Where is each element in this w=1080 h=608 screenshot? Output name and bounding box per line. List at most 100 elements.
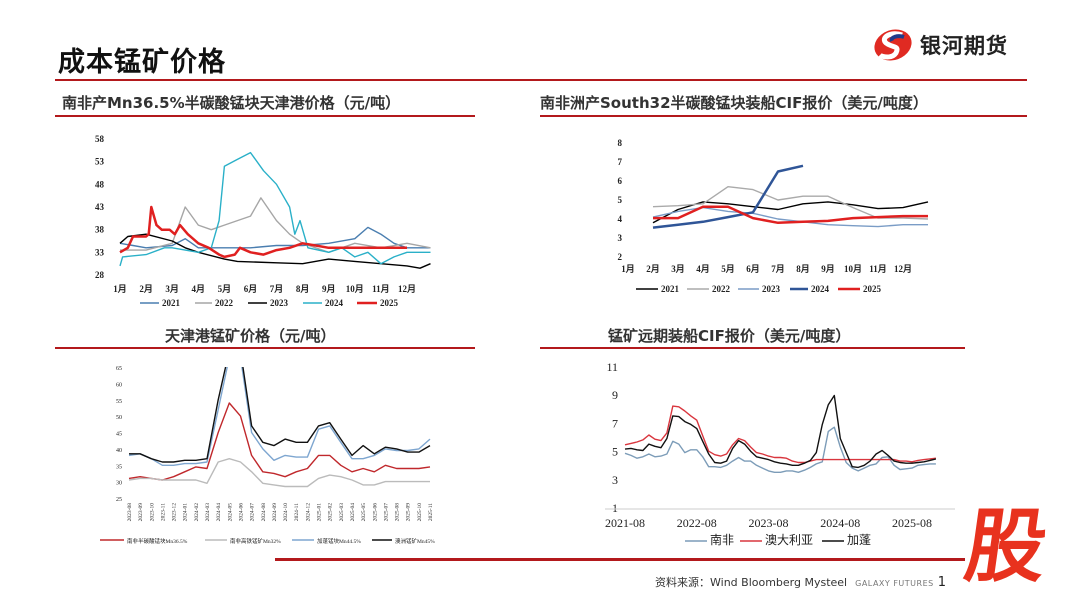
legend-label: 2025 — [863, 284, 882, 294]
chart-4: 1 3 5 7 9 11 2021-08 2022-08 2023-08 2024-08 2025-… — [605, 360, 955, 547]
chart-3: 25 30 35 40 45 50 55 60 65 2023-08 2023-09 2023-10 2… — [100, 366, 435, 545]
y-tick-label: 2 — [618, 252, 623, 262]
x-tick-label: 2024-03 — [205, 503, 211, 522]
legend-label: 加蓬 — [847, 533, 871, 547]
y-tick-label: 28 — [95, 270, 105, 280]
x-tick-label: 2025-08 — [395, 503, 401, 522]
y-tick-label: 55 — [116, 399, 122, 405]
y-tick-label: 7 — [618, 157, 623, 167]
y-tick-label: 3 — [618, 233, 623, 243]
y-tick-label: 65 — [116, 366, 122, 372]
chart3-title: 天津港锰矿价格（元/吨） — [165, 327, 336, 345]
x-tick-label: 2024-09 — [272, 503, 278, 522]
x-tick-label: 2022-08 — [677, 516, 717, 530]
x-tick-label: 11月 — [869, 264, 887, 274]
series-line-2024 — [652, 164, 804, 229]
y-tick-label: 40 — [116, 448, 122, 454]
x-tick-label: 2021-08 — [605, 516, 645, 530]
x-tick-label: 2024-11 — [294, 503, 300, 521]
x-tick-label: 4月 — [192, 284, 206, 294]
x-tick-label: 2023-11 — [160, 503, 166, 521]
y-tick-label: 53 — [95, 157, 105, 167]
x-tick-label: 2025-04 — [350, 503, 356, 522]
x-tick-label: 2024-06 — [238, 503, 244, 522]
x-tick-label: 12月 — [894, 264, 912, 274]
legend-label: 2024 — [325, 298, 344, 308]
x-tick-label: 2025-01 — [317, 503, 323, 522]
chart-2: 2 3 4 5 6 7 8 1月 2月 3月 4月 5月 6月 7月 8月 9月 10月 11月 12月 2021 20… — [618, 138, 929, 294]
legend-label: 2022 — [215, 298, 234, 308]
header-divider — [55, 79, 1027, 81]
x-tick-label: 2023-08 — [749, 516, 789, 530]
x-tick-label: 2024-08 — [261, 503, 267, 522]
x-tick-label: 3月 — [671, 264, 685, 274]
legend-label: 南非半碳酸锰块Mn36.5% — [127, 537, 188, 545]
x-tick-label: 2025-11 — [428, 503, 434, 521]
x-tick-label: 2025-08 — [892, 516, 932, 530]
y-tick-label: 11 — [606, 360, 618, 374]
x-tick-label: 2025-09 — [406, 503, 412, 522]
x-tick-label: 2025-06 — [372, 503, 378, 522]
x-tick-label: 2025-03 — [339, 503, 345, 522]
y-tick-label: 58 — [95, 134, 105, 144]
y-tick-label: 8 — [618, 138, 623, 148]
legend-label: 2022 — [712, 284, 731, 294]
x-tick-label: 2024-02 — [194, 503, 200, 522]
y-tick-label: 6 — [618, 176, 623, 186]
x-tick-label: 8月 — [296, 284, 310, 294]
y-tick-label: 45 — [116, 432, 122, 438]
legend-label: 澳大利亚 — [765, 533, 813, 547]
series-line-2024 — [119, 151, 431, 267]
chart4-title-underline — [540, 347, 965, 349]
series-line-南非高铁锰矿Mn32% — [128, 458, 430, 488]
x-tick-label: 2025-02 — [328, 503, 334, 522]
x-tick-label: 2023-12 — [172, 503, 178, 522]
legend-label: 澳洲锰矿Mn45% — [395, 537, 435, 545]
y-tick-label: 1 — [612, 501, 618, 515]
legend-label: 加蓬锰块Mn44.5% — [317, 537, 361, 545]
y-tick-label: 3 — [612, 473, 618, 487]
chart2-title-underline — [540, 115, 1027, 117]
x-tick-label: 4月 — [696, 264, 710, 274]
legend-label: 南非 — [710, 532, 734, 547]
x-tick-label: 5月 — [721, 264, 735, 274]
galaxy-logo-icon — [874, 29, 912, 61]
company-logo: 银河期货 — [872, 27, 1008, 63]
chart-1: 28 33 38 43 48 53 58 1月 2月 3月 4月 5月 6月 7月 8月 9月 10月 11月 12… — [95, 134, 431, 308]
y-tick-label: 33 — [95, 247, 105, 257]
x-tick-label: 2025-10 — [417, 503, 423, 522]
legend-label: 2024 — [811, 284, 830, 294]
x-tick-label: 2024-07 — [250, 503, 256, 522]
page-number: 1 — [937, 575, 946, 590]
x-tick-label: 2024-10 — [283, 503, 289, 522]
x-tick-label: 7月 — [771, 264, 785, 274]
y-tick-label: 5 — [618, 195, 623, 205]
x-tick-label: 7月 — [270, 284, 284, 294]
series-line-澳大利亚 — [624, 405, 936, 464]
y-tick-label: 30 — [116, 481, 122, 487]
series-line-南非 — [624, 426, 936, 473]
x-tick-label: 2024-05 — [227, 503, 233, 522]
x-tick-label: 9月 — [322, 284, 336, 294]
stamp-watermark: 股 — [959, 500, 1053, 593]
x-tick-label: 2月 — [646, 264, 660, 274]
x-tick-label: 2023-08 — [127, 503, 133, 522]
series-line-2025 — [119, 205, 407, 259]
x-tick-label: 9月 — [821, 264, 835, 274]
chart1-title: 南非产Mn36.5%半碳酸锰块天津港价格（元/吨） — [62, 94, 401, 112]
x-tick-label: 1月 — [621, 264, 635, 274]
x-tick-label: 6月 — [746, 264, 760, 274]
y-tick-label: 25 — [116, 497, 122, 503]
series-line-2025 — [653, 205, 928, 225]
x-tick-label: 2025-05 — [361, 503, 367, 522]
legend-label: 2023 — [270, 298, 289, 308]
x-tick-label: 2024-08 — [820, 516, 860, 530]
series-line-2022 — [120, 197, 431, 254]
x-tick-label: 5月 — [218, 284, 232, 294]
y-tick-label: 48 — [95, 179, 105, 189]
x-tick-label: 1月 — [113, 284, 127, 294]
x-tick-label: 2025-07 — [383, 503, 389, 522]
y-tick-label: 43 — [95, 202, 105, 212]
page-title: 成本锰矿价格 — [58, 47, 226, 78]
